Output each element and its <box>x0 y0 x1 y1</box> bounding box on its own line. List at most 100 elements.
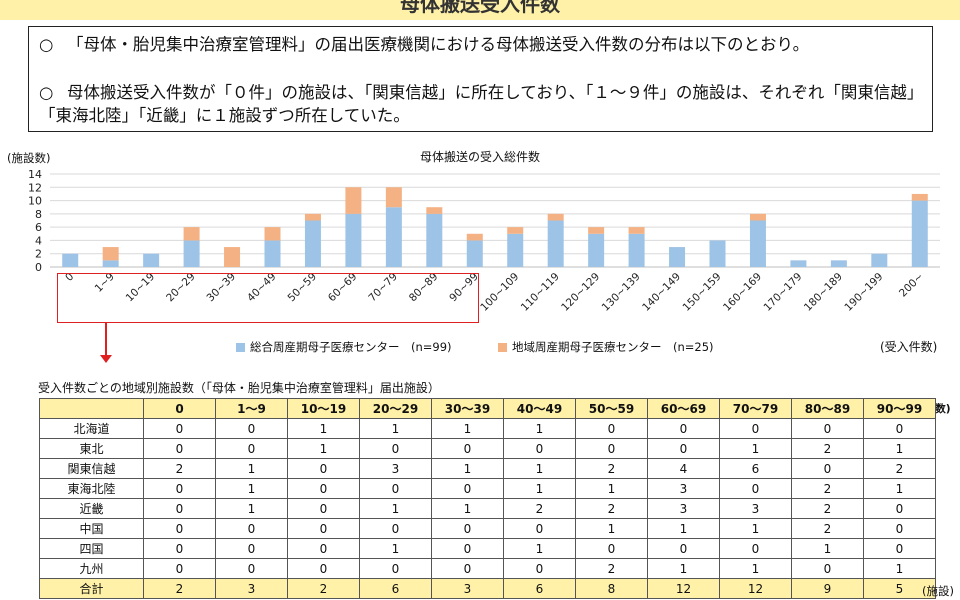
table-row: 東北 0 0 1 0 0 0 0 0 1 2 1 <box>39 438 936 459</box>
table-cell: 0 <box>287 498 360 519</box>
table-cell: 0 <box>791 418 864 439</box>
table-cell: 0 <box>143 498 216 519</box>
title-band: 母体搬送受入件数 <box>0 0 960 20</box>
bar-segment <box>507 227 524 234</box>
table-cell: 0 <box>287 478 360 499</box>
table-cell: 0 <box>359 478 432 499</box>
table-cell: 3 <box>647 498 720 519</box>
table-cell: 8 <box>575 578 648 599</box>
table-header-cell: 1～9 <box>215 398 288 419</box>
bar-segment <box>588 233 605 267</box>
x-axis-label: (受入件数) <box>880 340 938 354</box>
table-cell: 3 <box>647 478 720 499</box>
bar-segment <box>466 240 483 267</box>
summary-note-text: 「母体・胎児集中治療室管理料」の届出医療機関における母体搬送受入件数の分布は以下… <box>67 35 810 54</box>
table-cell: 2 <box>287 578 360 599</box>
table-cell: 0 <box>719 418 792 439</box>
bar-segment <box>426 213 443 267</box>
table-cell: 0 <box>143 538 216 559</box>
table-cell: 0 <box>503 438 576 459</box>
table-cell: 0 <box>863 518 936 539</box>
region-name-cell: 北海道 <box>39 418 144 439</box>
chart-title: 母体搬送の受入総件数 <box>419 150 540 164</box>
table-row: 中国 0 0 0 0 0 0 1 1 1 2 0 <box>39 518 936 539</box>
table-cell: 1 <box>287 438 360 459</box>
legend-item-regional: 地域周産期母子医療センター (n=25) <box>498 339 714 355</box>
bar-segment <box>102 247 119 261</box>
table-cell: 0 <box>431 518 504 539</box>
bar-segment <box>224 247 241 267</box>
table-cell: 0 <box>215 538 288 559</box>
bar-segment <box>183 240 200 267</box>
table-cell: 0 <box>791 558 864 579</box>
bar-segment <box>385 207 402 267</box>
bar-segment <box>871 253 888 267</box>
y-tick-label: 10 <box>28 195 42 208</box>
table-cell: 0 <box>575 438 648 459</box>
table-cell: 6 <box>503 578 576 599</box>
bar-segment <box>628 227 645 234</box>
bar-segment <box>628 233 645 267</box>
x-tick-label: 200~ <box>897 271 926 300</box>
table-cell: 1 <box>863 558 936 579</box>
y-tick-label: 12 <box>28 181 42 194</box>
table-cell: 2 <box>791 498 864 519</box>
table-cell: 1 <box>503 458 576 479</box>
table-cell: 0 <box>431 558 504 579</box>
table-header-cell: 70～79 <box>719 398 792 419</box>
region-name-cell: 中国 <box>39 518 144 539</box>
table-header-cell: 20～29 <box>359 398 432 419</box>
bar-segment <box>304 213 321 221</box>
table-cell: 0 <box>575 418 648 439</box>
table-cell: 2 <box>863 458 936 479</box>
legend-swatch <box>498 342 507 352</box>
table-cell: 0 <box>143 558 216 579</box>
table-cell: 0 <box>431 478 504 499</box>
table-cell: 0 <box>215 558 288 579</box>
table-cell: 1 <box>359 538 432 559</box>
x-tick-label: 150~159 <box>681 271 724 314</box>
table-cell: 2 <box>791 438 864 459</box>
x-tick-label: 180~189 <box>802 271 845 314</box>
table-cell: 0 <box>647 538 720 559</box>
table-cell: 0 <box>431 538 504 559</box>
y-tick-label: 2 <box>35 248 42 261</box>
highlight-box <box>57 273 479 323</box>
table-cell: 1 <box>719 558 792 579</box>
table-cell: 1 <box>359 498 432 519</box>
table-cell: 0 <box>287 558 360 579</box>
table-cell: 0 <box>143 438 216 459</box>
table-cell: 0 <box>215 438 288 459</box>
table-header-cell: 60～69 <box>647 398 720 419</box>
summary-box: ○ 「母体・胎児集中治療室管理料」の届出医療機関における母体搬送受入件数の分布は以… <box>28 26 933 132</box>
table-cell: 1 <box>575 478 648 499</box>
table-cell: 1 <box>215 498 288 519</box>
x-tick-label: 120~129 <box>559 271 602 314</box>
arrow-down-icon <box>100 355 112 363</box>
region-name-cell: 東北 <box>39 438 144 459</box>
table-cell: 2 <box>791 478 864 499</box>
summary-note-1: ○ 「母体・胎児集中治療室管理料」の届出医療機関における母体搬送受入件数の分布は以… <box>39 33 919 56</box>
table-cell: 1 <box>431 498 504 519</box>
table-cell: 0 <box>575 538 648 559</box>
table-header-cell: 50～59 <box>575 398 648 419</box>
table-header-cell: 40～49 <box>503 398 576 419</box>
x-tick-label: 130~139 <box>600 271 643 314</box>
table-cell: 3 <box>359 458 432 479</box>
table-cell: 0 <box>359 558 432 579</box>
table-cell: 0 <box>503 518 576 539</box>
table-cell: 0 <box>215 518 288 539</box>
bar-segment <box>830 260 847 267</box>
table-cell: 1 <box>503 478 576 499</box>
table-cell: 3 <box>215 578 288 599</box>
x-tick-label: 190~199 <box>842 271 885 314</box>
x-tick-label: 110~119 <box>519 271 562 314</box>
table-row: 関東信越 2 1 0 3 1 1 2 4 6 0 2 <box>39 458 936 479</box>
x-tick-label: 100~109 <box>478 271 521 314</box>
bar-segment <box>588 227 605 234</box>
x-tick-label: 140~149 <box>640 271 683 314</box>
table-cell: 1 <box>431 418 504 439</box>
table-cell: 6 <box>359 578 432 599</box>
bar-segment <box>143 253 160 267</box>
